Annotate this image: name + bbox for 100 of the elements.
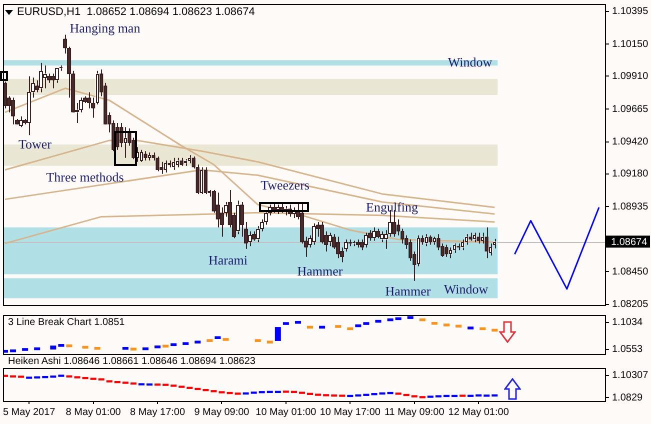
candlestick: [372, 226, 376, 242]
bar: [331, 394, 338, 397]
candlestick: [256, 226, 260, 243]
candlestick: [144, 150, 148, 162]
candlestick: [448, 246, 452, 259]
y-tick-label: 1.1034: [612, 317, 644, 328]
annotation: Hanging man: [70, 20, 141, 36]
y-tick-label: 1.08450: [612, 266, 649, 278]
bar: [10, 349, 16, 352]
bar: [456, 324, 462, 328]
candlestick: [472, 232, 476, 243]
candlestick: [428, 234, 432, 246]
candlestick: [176, 157, 180, 168]
candlestick: [216, 192, 220, 228]
bar: [50, 346, 56, 350]
bar: [379, 392, 386, 395]
bar: [22, 348, 28, 351]
y-tick-label: 1.10150: [612, 38, 649, 50]
bar: [154, 345, 161, 348]
bar: [403, 394, 410, 396]
y-tick-label: 1.08205: [612, 299, 649, 310]
candlestick: [484, 226, 488, 259]
y-tick-label: 1.09180: [612, 168, 649, 180]
x-tick-label: 5 May 2017: [2, 406, 56, 418]
bar: [162, 344, 169, 348]
candlestick: [336, 236, 340, 259]
candlestick: [312, 222, 316, 246]
bar: [66, 375, 72, 378]
candlestick: [380, 230, 384, 243]
candlestick: [172, 157, 176, 170]
bar: [290, 390, 297, 394]
candlestick: [19, 116, 23, 128]
bar: [254, 339, 261, 342]
candlestick: [272, 202, 276, 214]
bar: [476, 394, 482, 397]
x-tick-label: 11 May 09:00: [384, 406, 445, 418]
bar: [82, 376, 88, 380]
bar: [443, 394, 450, 398]
bar: [335, 325, 342, 328]
bar: [206, 339, 213, 342]
bar: [468, 326, 474, 330]
candlestick: [460, 238, 464, 251]
bar: [66, 344, 72, 348]
candlestick: [116, 122, 120, 150]
bar: [202, 388, 209, 392]
y-tick-label: 1.09420: [612, 136, 649, 148]
bar: [194, 340, 201, 344]
bar: [42, 376, 48, 378]
candlestick: [300, 202, 304, 244]
bar: [282, 322, 289, 325]
y-tick-label: 1.0553: [612, 344, 644, 356]
bar: [34, 347, 40, 350]
annotation: Harami: [208, 252, 248, 268]
bar: [130, 348, 136, 350]
candlestick: [87, 92, 92, 109]
bar: [58, 344, 64, 347]
bar: [363, 322, 370, 325]
candlestick: [200, 166, 204, 194]
bar: [355, 324, 362, 328]
annotation: Tweezers: [260, 177, 310, 192]
candlestick: [424, 234, 428, 247]
candlestick: [124, 126, 128, 158]
bar: [347, 394, 354, 398]
annotation: Three methods: [46, 169, 124, 184]
bar: [266, 340, 273, 344]
bar: [387, 392, 394, 394]
candlestick: [328, 232, 332, 247]
bar: [146, 383, 152, 386]
bar: [395, 317, 402, 320]
candlestick: [11, 97, 15, 125]
bar: [492, 394, 498, 397]
annotation: Window: [448, 54, 493, 70]
bar: [274, 390, 281, 394]
candlestick: [160, 161, 164, 174]
bar: [130, 382, 136, 385]
bar: [122, 346, 128, 350]
bar: [274, 327, 281, 341]
candlestick: [248, 230, 252, 247]
bar: [355, 394, 362, 397]
bar: [10, 375, 16, 378]
annotation: Tower: [18, 136, 52, 152]
x-tick-label: 10 May 17:00: [320, 406, 381, 418]
x-tick-label: 12 May 01:00: [448, 406, 510, 418]
y-tick-label: 1.09910: [612, 70, 649, 82]
x-tick-label: 9 May 09:00: [194, 406, 250, 418]
candlestick: [156, 156, 160, 172]
candlestick: [39, 62, 43, 93]
bar: [170, 343, 177, 346]
bar: [451, 394, 458, 398]
bar: [419, 318, 426, 322]
bar: [294, 320, 301, 324]
bar: [226, 392, 233, 394]
chart-title: 3 Line Break Chart 1.0851: [8, 317, 125, 328]
x-tick-label: 10 May 01:00: [256, 406, 317, 418]
candlestick: [236, 200, 240, 235]
bar: [94, 346, 100, 350]
bar: [480, 327, 486, 330]
bar: [82, 346, 88, 349]
y-tick-label: 1.10307: [612, 370, 649, 382]
bar: [443, 324, 450, 326]
